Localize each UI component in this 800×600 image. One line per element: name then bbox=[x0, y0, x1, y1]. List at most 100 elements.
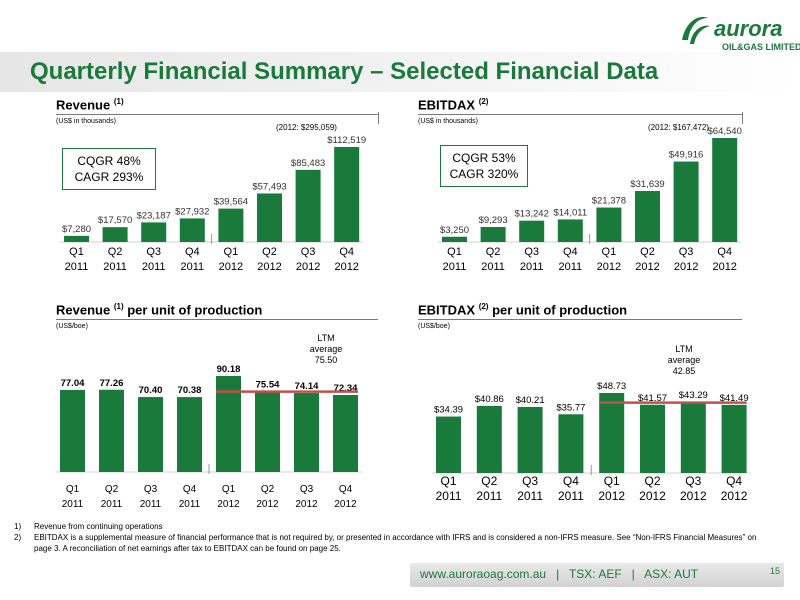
data-label: $40.21 bbox=[516, 395, 545, 406]
revenue-unit-divider bbox=[56, 319, 378, 320]
ebitdax-unit-chart: $34.39 Q1 2011 $40.86 Q2 2011 $40.21 Q3 2011 $35.… bbox=[430, 330, 751, 519]
footnote-2: 2) EBITDAX is a supplemental measure of … bbox=[14, 532, 774, 554]
x-tick-label-year: 2012 bbox=[219, 261, 243, 273]
revenue-growth-box: CQGR 48% CAGR 293% bbox=[62, 148, 156, 190]
data-label: $17,570 bbox=[98, 215, 132, 226]
chart-bar bbox=[257, 193, 282, 242]
x-tick-label-year: 2011 bbox=[481, 261, 505, 273]
chart-bar bbox=[712, 138, 738, 242]
x-tick-label-quarter: Q3 bbox=[301, 246, 316, 258]
chart-bar bbox=[218, 208, 244, 242]
revenue-unit-unit: (US$/boe) bbox=[56, 323, 88, 330]
ebitdax-divider bbox=[418, 114, 742, 115]
revenue-chart: $7,280 Q1 2011 $17,570 Q2 2011 $23,187 Q3 2011 $2… bbox=[60, 120, 384, 285]
x-tick-label-year: 2011 bbox=[476, 489, 502, 503]
x-tick-label-quarter: Q2 bbox=[640, 246, 655, 258]
footer-links[interactable]: www.auroraoag.com.au | TSX: AEF | ASX: A… bbox=[420, 567, 699, 581]
x-tick-label-year: 2012 bbox=[680, 489, 707, 503]
data-label: $112,519 bbox=[327, 135, 366, 146]
data-label: $3,250 bbox=[440, 225, 469, 236]
chart-bar bbox=[294, 393, 319, 472]
x-tick-label-quarter: Q2 bbox=[108, 246, 123, 258]
x-tick-label-quarter: Q1 bbox=[222, 484, 236, 495]
revenue-divider bbox=[56, 114, 378, 115]
revenue-annotation: (2012: $295,059) bbox=[276, 123, 337, 132]
x-tick-label-quarter: Q1 bbox=[66, 484, 80, 495]
chart-bar bbox=[476, 405, 502, 473]
x-tick-label-year: 2011 bbox=[443, 261, 467, 273]
x-tick-label-quarter: Q2 bbox=[105, 484, 119, 495]
logo-swoosh-icon bbox=[682, 16, 710, 44]
data-label: $35.77 bbox=[556, 402, 585, 413]
data-label: $7,280 bbox=[62, 224, 91, 235]
x-tick-label-quarter: Q1 bbox=[602, 246, 617, 258]
data-label: 72.34 bbox=[334, 383, 358, 394]
footnote-2-number: 2) bbox=[14, 533, 22, 542]
x-tick-label-year: 2012 bbox=[721, 489, 748, 503]
chart-bar bbox=[673, 161, 699, 242]
data-label: $31,639 bbox=[630, 179, 664, 190]
chart-bar bbox=[102, 227, 128, 242]
ebitdax-unit-title-sup: (2) bbox=[478, 302, 489, 311]
chart-bar bbox=[179, 218, 205, 242]
chart-bar bbox=[295, 169, 321, 242]
data-label: 77.26 bbox=[100, 378, 124, 389]
x-tick-label-quarter: Q2 bbox=[261, 484, 275, 495]
revenue-unit-title-sup: (1) bbox=[113, 302, 124, 311]
chart-bar bbox=[442, 236, 467, 242]
chart-bar bbox=[558, 414, 584, 473]
ebitdax-unit-section-title: EBITDAX (2) per unit of production bbox=[418, 302, 627, 317]
footnote-1-text: Revenue from continuing operations bbox=[34, 522, 163, 531]
revenue-unit: (US$ in thousands) bbox=[56, 118, 116, 125]
page-number: 15 bbox=[770, 566, 781, 576]
chart-bar bbox=[599, 393, 625, 473]
chart-bar bbox=[334, 147, 360, 242]
x-tick-label-quarter: Q2 bbox=[486, 246, 501, 258]
revenue-chart-svg: $7,280 Q1 2011 $17,570 Q2 2011 $23,187 Q3 2011 $2… bbox=[60, 135, 366, 273]
logo-wordmark: aurora bbox=[714, 16, 783, 41]
revenue-section-title: Revenue (1) bbox=[56, 97, 124, 112]
x-tick-label-year: 2012 bbox=[295, 499, 318, 510]
footnotes: 1) Revenue from continuing operations 2)… bbox=[14, 521, 774, 554]
chart-bar bbox=[517, 406, 543, 473]
chart-bar bbox=[640, 404, 665, 473]
data-label: 74.14 bbox=[295, 381, 319, 392]
chart-bar bbox=[64, 235, 89, 242]
chart-bar bbox=[138, 397, 163, 472]
ebitdax-title-text: EBITDAX bbox=[418, 97, 476, 113]
chart-bar bbox=[519, 220, 545, 242]
x-tick-label-quarter: Q3 bbox=[146, 246, 161, 258]
x-tick-label-year: 2011 bbox=[142, 261, 166, 273]
x-tick-label-year: 2011 bbox=[103, 261, 127, 273]
ebitdax-unit-unit: (US$/boe) bbox=[418, 323, 450, 330]
revenue-unit-title-pre: Revenue bbox=[56, 302, 111, 318]
x-tick-label-quarter: Q3 bbox=[144, 484, 158, 495]
data-label: $41.49 bbox=[720, 393, 749, 404]
x-tick-label-quarter: Q4 bbox=[717, 246, 732, 258]
x-tick-label-year: 2011 bbox=[558, 489, 584, 503]
x-tick-label-year: 2012 bbox=[597, 261, 621, 273]
chart-bar bbox=[680, 401, 706, 473]
chart-bar bbox=[557, 219, 583, 242]
x-tick-label-quarter: Q4 bbox=[563, 474, 579, 488]
chart-bar bbox=[255, 391, 280, 472]
data-label: $41.57 bbox=[638, 393, 667, 404]
x-tick-label-quarter: Q1 bbox=[447, 246, 462, 258]
x-tick-label-year: 2012 bbox=[639, 489, 666, 503]
data-label: $39,564 bbox=[214, 197, 248, 208]
ebitdax-unit-divider bbox=[418, 319, 742, 320]
ebitdax-chart-svg: $3,250 Q1 2011 $9,293 Q2 2011 $13,242 Q3 2011 $14… bbox=[438, 126, 742, 273]
chart-bar bbox=[721, 404, 747, 473]
x-tick-label-quarter: Q1 bbox=[440, 474, 456, 488]
x-tick-label-quarter: Q2 bbox=[262, 246, 277, 258]
ebitdax-chart: $3,250 Q1 2011 $9,293 Q2 2011 $13,242 Q3 2011 $14… bbox=[438, 120, 752, 285]
x-tick-label-quarter: Q3 bbox=[522, 474, 538, 488]
x-tick-label-year: 2011 bbox=[65, 261, 89, 273]
data-label: $23,187 bbox=[137, 210, 171, 221]
ebitdax-annotation-tick bbox=[742, 112, 743, 124]
x-tick-label-quarter: Q3 bbox=[524, 246, 539, 258]
x-tick-label-year: 2011 bbox=[140, 499, 162, 510]
logo-subtitle: OIL&GAS LIMITED bbox=[722, 42, 800, 52]
revenue-unit-chart: 77.04 Q1 2011 77.26 Q2 2011 70.40 Q3 2011 70.38 Q4… bbox=[56, 330, 376, 519]
revenue-unit-chart-svg: 77.04 Q1 2011 77.26 Q2 2011 70.40 Q3 2011 70.38 Q4… bbox=[56, 364, 362, 510]
